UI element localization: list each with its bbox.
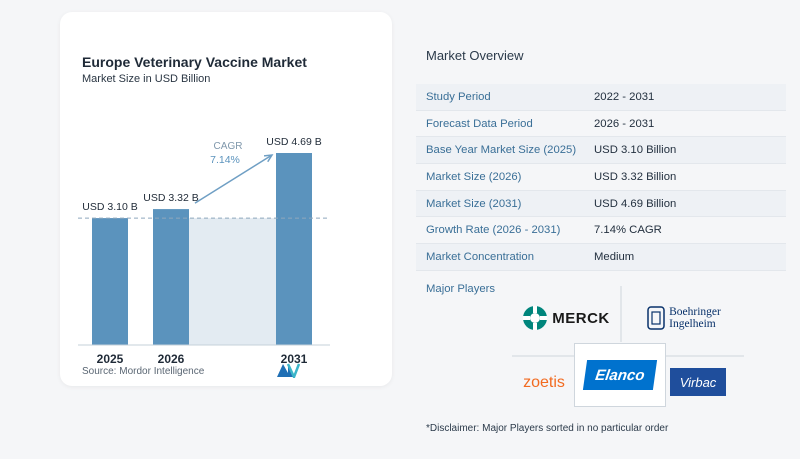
overview-row-label: Market Concentration: [426, 251, 534, 264]
x-tick-label: 2025: [97, 352, 124, 366]
elanco-logo: Elanco: [574, 343, 666, 407]
overview-row-label: Growth Rate (2026 - 2031): [426, 224, 561, 237]
boehringer-wordmark-line2: Ingelheim: [669, 318, 716, 330]
overview-row: Market Size (2031) USD 4.69 Billion: [416, 190, 786, 218]
data-label: USD 3.32 B: [143, 192, 198, 204]
elanco-wordmark: Elanco: [594, 366, 646, 384]
data-label: USD 4.69 B: [266, 136, 321, 148]
disclaimer: *Disclaimer: Major Players sorted in no …: [426, 423, 669, 434]
mordor-intelligence-logo: [277, 363, 300, 378]
x-tick-label: 2031: [281, 352, 308, 366]
cagr-arrow-line: [194, 154, 273, 204]
overview-row-label: Base Year Market Size (2025): [426, 144, 577, 157]
virbac-logo: Virbac: [670, 368, 726, 396]
cagr-label: CAGR: [214, 141, 243, 152]
merck-icon: [523, 306, 548, 330]
zoetis-logo: zoetis: [516, 372, 572, 394]
bar: [92, 218, 128, 345]
overview-row-value: USD 4.69 Billion: [594, 197, 677, 210]
virbac-wordmark: Virbac: [679, 374, 717, 390]
chart-title: Europe Veterinary Vaccine Market: [82, 54, 307, 70]
overview-row-value: 2022 - 2031: [594, 91, 655, 103]
overview-row: Market Size (2026) USD 3.32 Billion: [416, 164, 786, 191]
overview-row: Study Period 2022 - 2031: [416, 84, 786, 111]
chart-subtitle: Market Size in USD Billion: [82, 73, 211, 85]
boehringer-icon: [647, 306, 665, 330]
x-tick-label: 2026: [158, 352, 185, 366]
cagr-value: 7.14%: [210, 154, 240, 166]
overview-row-value: USD 3.32 Billion: [594, 171, 677, 184]
major-players-label: Major Players: [426, 283, 496, 295]
bar-chart: USD 3.10 B USD 3.32 B USD 4.69 B 2025 2026 20…: [78, 136, 330, 366]
overview-title: Market Overview: [426, 48, 524, 63]
overview-row-label: Study Period: [426, 91, 491, 103]
bar: [153, 209, 189, 345]
overview-row-label: Market Size (2026): [426, 171, 522, 184]
overview-table: Study Period 2022 - 2031 Forecast Data Per…: [416, 84, 786, 271]
merck-wordmark: MERCK: [552, 309, 610, 327]
forecast-shade: [189, 218, 276, 345]
merck-logo: MERCK: [520, 304, 612, 332]
overview-row: Growth Rate (2026 - 2031) 7.14% CAGR: [416, 217, 786, 245]
boehringer-wordmark-line1: Boehringer: [669, 306, 721, 318]
overview-row-value: Medium: [594, 251, 635, 264]
overview-row: Market Concentration Medium: [416, 244, 786, 271]
overview-row-value: USD 3.10 Billion: [594, 144, 677, 157]
overview-row-label: Forecast Data Period: [426, 117, 533, 130]
chart-card: Europe Veterinary Vaccine Market Market …: [60, 12, 392, 386]
overview-row-value: 7.14% CAGR: [594, 224, 662, 237]
overview-row: Base Year Market Size (2025) USD 3.10 Bil…: [416, 137, 786, 165]
overview-row-value: 2026 - 2031: [594, 117, 655, 130]
logo-grid-lines: [512, 286, 744, 357]
cagr-arrow-head: [263, 154, 274, 163]
boehringer-logo: Boehringer Ingelheim: [632, 302, 736, 334]
data-label: USD 3.10 B: [82, 201, 137, 213]
zoetis-wordmark: zoetis: [523, 374, 565, 391]
bar: [276, 153, 312, 345]
overview-row: Forecast Data Period 2026 - 2031: [416, 111, 786, 138]
major-players-logos: MERCK Boehringer Ingelheim zoetis Elanco…: [512, 286, 744, 407]
source-note: Source: Mordor Intelligence: [82, 366, 205, 377]
overview-row-label: Market Size (2031): [426, 197, 522, 210]
